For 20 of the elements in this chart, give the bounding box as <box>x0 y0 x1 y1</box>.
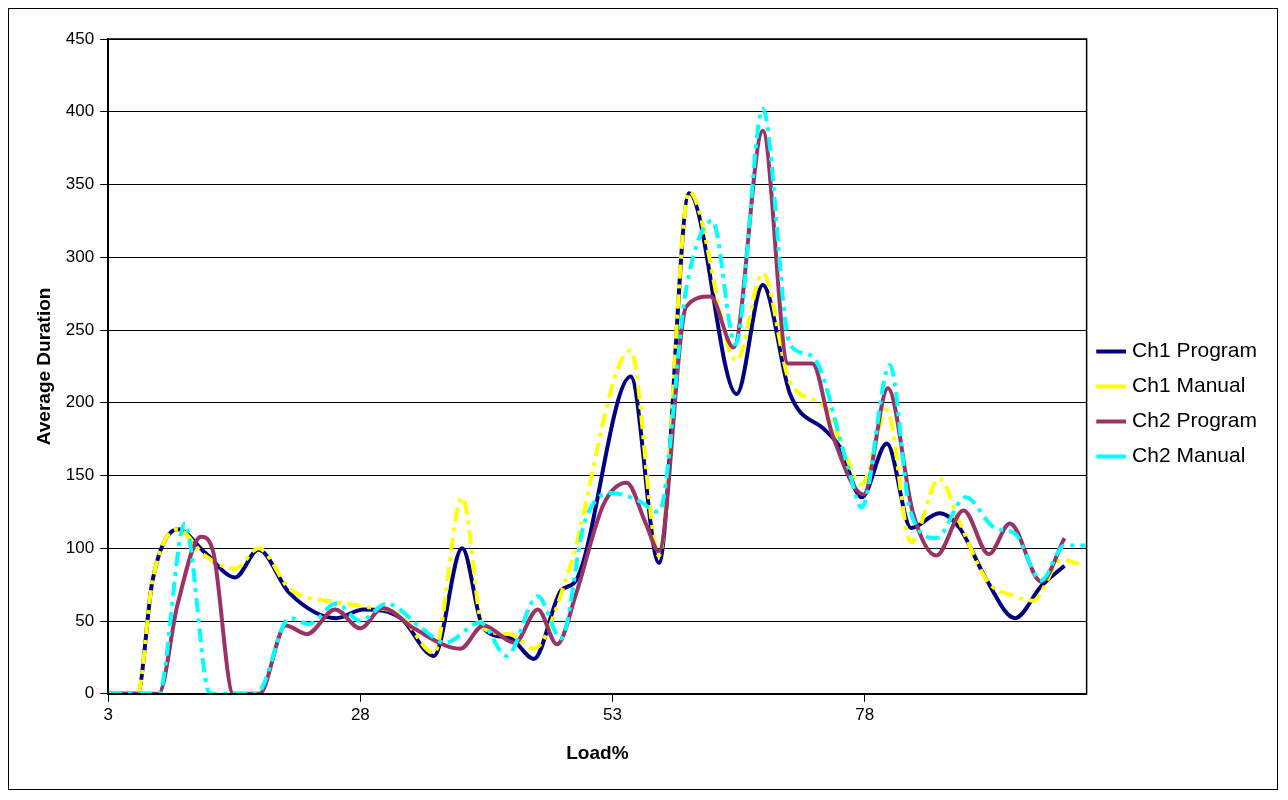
x-tick-label: 3 <box>103 704 113 724</box>
y-tick-label: 100 <box>65 537 95 557</box>
y-axis-title: Average Duration <box>32 287 54 446</box>
legend-label: Ch2 Program <box>1132 408 1258 432</box>
y-tick-label: 50 <box>75 610 95 630</box>
y-tick-label: 350 <box>65 174 95 194</box>
y-tick-label: 200 <box>65 392 95 412</box>
y-tick-label: 300 <box>65 246 95 266</box>
x-tick-label: 28 <box>350 704 370 724</box>
legend-label: Ch1 Manual <box>1132 373 1246 397</box>
y-tick-label: 450 <box>65 28 95 48</box>
x-tick-label: 78 <box>855 704 875 724</box>
y-tick-label: 150 <box>65 465 95 485</box>
y-tick-label: 0 <box>84 683 95 703</box>
x-axis-title: Load% <box>566 741 629 763</box>
y-tick-label: 400 <box>65 101 95 121</box>
legend-label: Ch1 Program <box>1132 338 1258 362</box>
y-tick-label: 250 <box>65 319 95 339</box>
x-tick-label: 53 <box>603 704 622 724</box>
legend-label: Ch2 Manual <box>1132 443 1246 467</box>
